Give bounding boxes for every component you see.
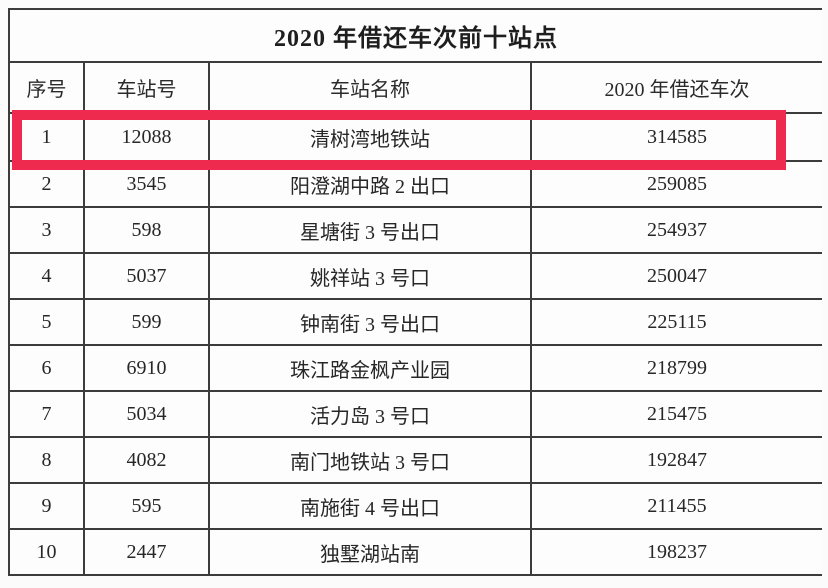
table-row: 6 6910 珠江路金枫产业园 218799: [8, 344, 822, 392]
col-header-station-id: 车站号: [83, 61, 210, 114]
table-row: 10 2447 独墅湖站南 198237: [8, 528, 822, 576]
cell-rides: 218799: [530, 344, 822, 392]
table-header-row: 序号 车站号 车站名称 2020 年借还车次: [8, 61, 822, 114]
col-header-station-name: 车站名称: [208, 61, 532, 114]
cell-rank: 8: [8, 436, 85, 484]
cell-rank: 3: [8, 206, 85, 254]
table-body: 1 12088 清树湾地铁站 314585 2 3545 阳澄湖中路 2 出口 …: [8, 112, 822, 576]
cell-station-id: 3545: [83, 160, 210, 208]
cell-rank: 4: [8, 252, 85, 300]
table-title-row: 2020 年借还车次前十站点: [8, 8, 822, 63]
cell-station-id: 5037: [83, 252, 210, 300]
cell-station-id: 4082: [83, 436, 210, 484]
cell-rides: 259085: [530, 160, 822, 208]
cell-station-id: 6910: [83, 344, 210, 392]
cell-rides: 192847: [530, 436, 822, 484]
top10-stations-table: 2020 年借还车次前十站点 序号 车站号 车站名称 2020 年借还车次 1 …: [8, 8, 822, 588]
cell-rank: 6: [8, 344, 85, 392]
cell-station-id: 12088: [83, 112, 210, 162]
cell-station-name: 阳澄湖中路 2 出口: [208, 160, 532, 208]
col-header-rank: 序号: [8, 61, 85, 114]
cell-rides: 314585: [530, 112, 822, 162]
table-row: 8 4082 南门地铁站 3 号口 192847: [8, 436, 822, 484]
cell-station-name: 姚祥站 3 号口: [208, 252, 532, 300]
table-title: 2020 年借还车次前十站点: [8, 8, 822, 63]
cell-station-name: 珠江路金枫产业园: [208, 344, 532, 392]
cell-station-id: 599: [83, 298, 210, 346]
cell-station-name: 南门地铁站 3 号口: [208, 436, 532, 484]
cell-rides: 215475: [530, 390, 822, 438]
cell-rank: 7: [8, 390, 85, 438]
cell-rides: 211455: [530, 482, 822, 530]
cell-rank: 9: [8, 482, 85, 530]
cell-rank: 2: [8, 160, 85, 208]
cell-station-name: 南施街 4 号出口: [208, 482, 532, 530]
cell-station-name: 钟南街 3 号出口: [208, 298, 532, 346]
table-row: 9 595 南施街 4 号出口 211455: [8, 482, 822, 530]
cell-rank: 10: [8, 528, 85, 576]
table-row: 7 5034 活力岛 3 号口 215475: [8, 390, 822, 438]
cell-station-name: 独墅湖站南: [208, 528, 532, 576]
cell-rides: 250047: [530, 252, 822, 300]
table-row: 4 5037 姚祥站 3 号口 250047: [8, 252, 822, 300]
table-row: 5 599 钟南街 3 号出口 225115: [8, 298, 822, 346]
cell-station-id: 5034: [83, 390, 210, 438]
col-header-rides: 2020 年借还车次: [530, 61, 822, 114]
cell-station-id: 595: [83, 482, 210, 530]
cell-station-id: 598: [83, 206, 210, 254]
table-row: 1 12088 清树湾地铁站 314585: [8, 112, 822, 162]
cell-rides: 225115: [530, 298, 822, 346]
cell-rides: 254937: [530, 206, 822, 254]
cell-station-name: 活力岛 3 号口: [208, 390, 532, 438]
table-row: 3 598 星塘街 3 号出口 254937: [8, 206, 822, 254]
station-data-table: 2020 年借还车次前十站点 序号 车站号 车站名称 2020 年借还车次 1 …: [8, 8, 822, 576]
cell-rides: 198237: [530, 528, 822, 576]
cell-rank: 1: [8, 112, 85, 162]
cell-station-name: 星塘街 3 号出口: [208, 206, 532, 254]
cell-station-id: 2447: [83, 528, 210, 576]
cell-rank: 5: [8, 298, 85, 346]
table-row: 2 3545 阳澄湖中路 2 出口 259085: [8, 160, 822, 208]
cell-station-name: 清树湾地铁站: [208, 112, 532, 162]
